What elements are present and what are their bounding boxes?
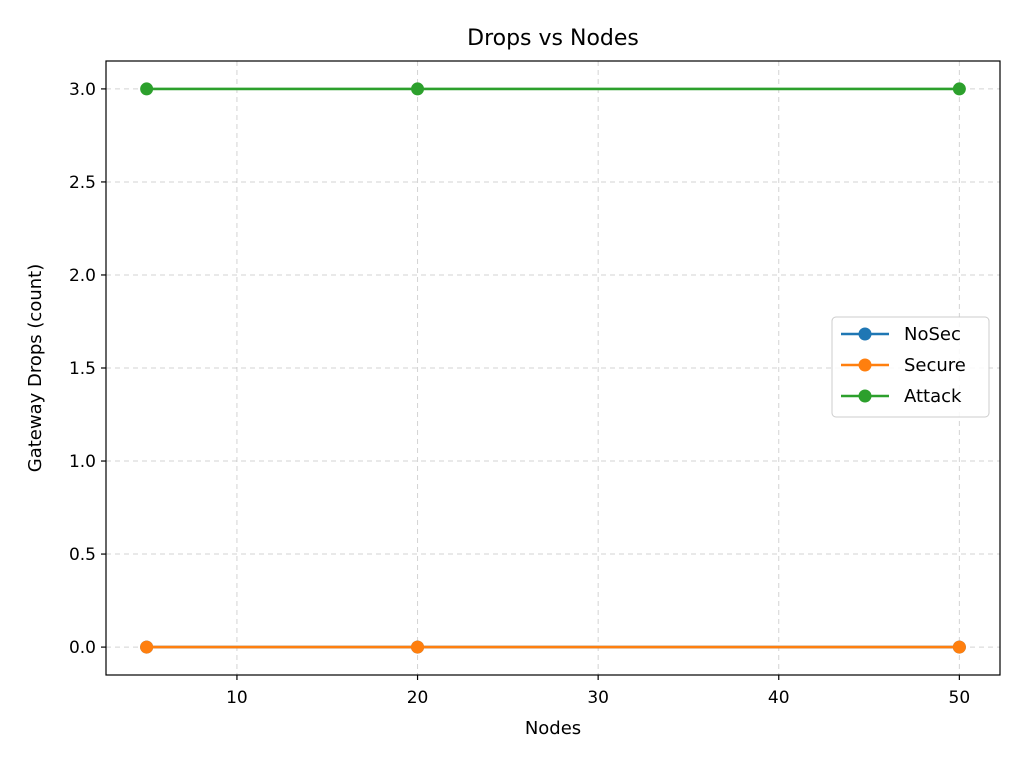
legend-marker-nosec: [858, 327, 872, 341]
y-tick-label: 1.5: [69, 359, 96, 379]
x-tick-label: 40: [768, 688, 790, 708]
legend-label-attack: Attack: [904, 386, 962, 407]
legend-box: [831, 316, 990, 418]
y-axis-label: Gateway Drops (count): [25, 264, 46, 472]
legend-item-secure: Secure: [841, 355, 966, 376]
plot-series: [140, 82, 966, 654]
legend: NoSec Secure Attack: [831, 316, 990, 418]
legend-marker-secure: [858, 358, 872, 372]
x-tick-label: 20: [407, 688, 429, 708]
legend-item-nosec: NoSec: [841, 324, 961, 345]
y-tick-label: 0.0: [69, 638, 96, 658]
x-axis-label: Nodes: [525, 718, 581, 739]
legend-item-attack: Attack: [841, 386, 962, 407]
y-tick-label: 2.5: [69, 173, 96, 193]
data-point-attack: [952, 82, 966, 96]
x-tick-label: 50: [949, 688, 971, 708]
x-axis-ticks: 10 20 30 40 50: [226, 675, 970, 708]
y-tick-label: 3.0: [69, 80, 96, 100]
y-axis-ticks: 0.0 0.5 1.0 1.5 2.0 2.5 3.0: [69, 80, 106, 658]
data-point-attack: [411, 82, 425, 96]
data-point-attack: [140, 82, 154, 96]
data-point-secure: [411, 640, 425, 654]
x-tick-label: 30: [587, 688, 609, 708]
series-secure: [140, 640, 966, 654]
series-attack: [140, 82, 966, 96]
chart-title: Drops vs Nodes: [467, 26, 639, 51]
x-tick-label: 10: [226, 688, 248, 708]
legend-label-nosec: NoSec: [904, 324, 961, 345]
legend-marker-attack: [858, 389, 872, 403]
data-point-secure: [140, 640, 154, 654]
legend-label-secure: Secure: [904, 355, 966, 376]
data-point-secure: [952, 640, 966, 654]
y-tick-label: 2.0: [69, 266, 96, 286]
y-tick-label: 1.0: [69, 452, 96, 472]
y-tick-label: 0.5: [69, 545, 96, 565]
